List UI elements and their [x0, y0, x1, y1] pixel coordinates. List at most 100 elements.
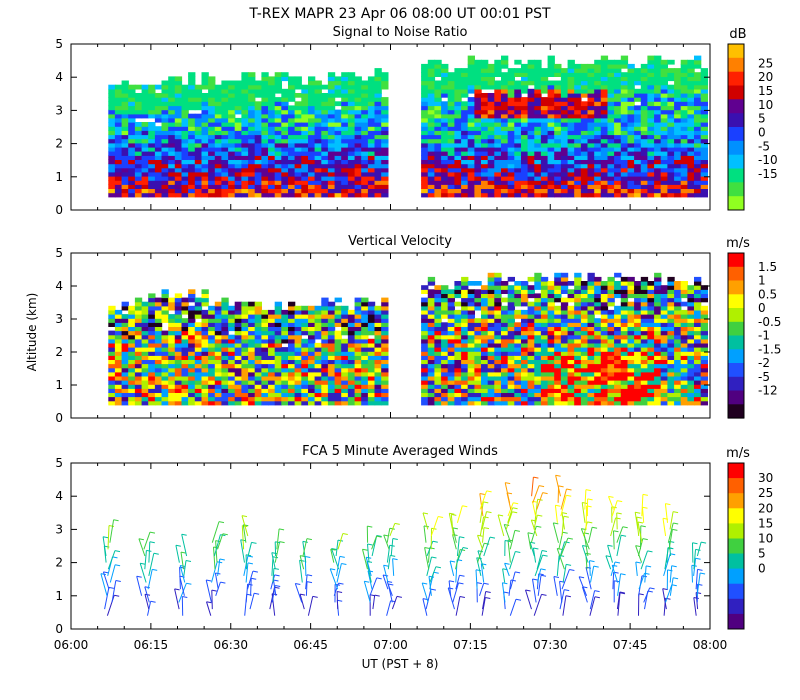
- heatmap-cell: [108, 309, 116, 315]
- heatmap-cell: [454, 134, 462, 140]
- heatmap-cell: [660, 80, 668, 86]
- heatmap-cell: [141, 167, 149, 173]
- heatmap-cell: [321, 142, 329, 148]
- heatmap-cell: [574, 363, 582, 369]
- heatmap-cell: [327, 326, 336, 332]
- heatmap-cell: [208, 318, 216, 323]
- heatmap-cell: [594, 184, 602, 189]
- heatmap-cell: [308, 146, 316, 152]
- heatmap-cell: [327, 76, 336, 82]
- heatmap-cell: [308, 138, 316, 144]
- heatmap-cell: [521, 322, 529, 327]
- heatmap-cell: [441, 122, 449, 127]
- heatmap-cell: [574, 192, 582, 198]
- heatmap-cell: [121, 355, 129, 360]
- heatmap-cell: [567, 155, 575, 160]
- heatmap-cell: [474, 109, 482, 115]
- heatmap-cell: [141, 314, 149, 319]
- heatmap-cell: [181, 347, 189, 352]
- heatmap-cell: [534, 359, 542, 365]
- heatmap-cell: [234, 342, 242, 348]
- heatmap-cell: [674, 68, 682, 73]
- heatmap-cell: [580, 176, 589, 181]
- heatmap-cell: [554, 342, 562, 348]
- heatmap-cell: [560, 363, 569, 369]
- heatmap-cell: [481, 285, 489, 290]
- heatmap-cell: [228, 134, 236, 140]
- heatmap-cell: [234, 318, 242, 323]
- heatmap-cell: [234, 151, 242, 156]
- heatmap-cell: [188, 396, 196, 402]
- heatmap-cell: [640, 363, 649, 369]
- heatmap-cell: [534, 293, 542, 299]
- heatmap-cell: [427, 305, 436, 311]
- heatmap-cell: [427, 93, 436, 98]
- heatmap-cell: [134, 380, 143, 385]
- heatmap-cell: [427, 138, 436, 144]
- heatmap-cell: [647, 171, 655, 177]
- heatmap-cell: [114, 318, 123, 323]
- heatmap-cell: [607, 289, 615, 294]
- heatmap-cell: [514, 384, 522, 389]
- heatmap-cell: [614, 76, 622, 82]
- heatmap-cell: [121, 184, 129, 189]
- heatmap-cell: [680, 126, 688, 131]
- heatmap-cell: [281, 363, 289, 369]
- heatmap-cell: [188, 184, 196, 189]
- heatmap-cell: [334, 93, 342, 98]
- heatmap-cell: [168, 338, 176, 344]
- heatmap-cell: [308, 367, 316, 373]
- heatmap-cell: [540, 105, 549, 111]
- heatmap-cell: [254, 347, 262, 352]
- heatmap-cell: [148, 388, 156, 393]
- heatmap-cell: [154, 180, 163, 185]
- heatmap-cell: [494, 396, 502, 402]
- heatmap-cell: [374, 171, 382, 177]
- heatmap-cell: [228, 163, 236, 169]
- heatmap-cell: [527, 400, 535, 406]
- heatmap-cell: [607, 180, 615, 185]
- heatmap-cell: [481, 126, 489, 131]
- heatmap-cell: [188, 76, 196, 82]
- heatmap-cell: [487, 293, 495, 299]
- heatmap-cell: [547, 281, 555, 286]
- heatmap-cell: [208, 138, 216, 144]
- heatmap-cell: [594, 285, 602, 290]
- heatmap-cell: [540, 113, 549, 119]
- heatmap-cell: [434, 318, 442, 323]
- heatmap-cell: [594, 176, 602, 181]
- heatmap-cell: [367, 134, 376, 140]
- heatmap-cell: [261, 88, 269, 94]
- heatmap-cell: [121, 388, 129, 393]
- heatmap-cell: [447, 155, 455, 160]
- heatmap-cell: [121, 330, 129, 336]
- heatmap-cell: [181, 342, 189, 348]
- heatmap-cell: [374, 380, 382, 385]
- heatmap-cell: [421, 371, 429, 377]
- heatmap-cell: [600, 138, 609, 144]
- heatmap-cell: [674, 151, 682, 156]
- heatmap-cell: [627, 122, 635, 127]
- heatmap-cell: [687, 392, 695, 398]
- heatmap-cell: [620, 351, 629, 356]
- heatmap-cell: [281, 180, 289, 185]
- heatmap-cell: [447, 380, 455, 385]
- heatmap-cell: [527, 59, 535, 65]
- heatmap-cell: [174, 130, 183, 136]
- heatmap-cell: [347, 322, 356, 327]
- heatmap-cell: [501, 188, 509, 194]
- heatmap-cell: [241, 367, 249, 373]
- heatmap-cell: [354, 130, 362, 136]
- heatmap-cell: [248, 400, 256, 406]
- heatmap-cell: [667, 142, 675, 148]
- heatmap-cell: [308, 167, 316, 173]
- heatmap-cell: [481, 117, 489, 123]
- heatmap-cell: [108, 314, 116, 319]
- heatmap-cell: [114, 109, 123, 115]
- heatmap-cell: [694, 314, 702, 319]
- heatmap-cell: [660, 84, 668, 90]
- heatmap-cell: [454, 355, 462, 360]
- heatmap-cell: [268, 184, 276, 189]
- heatmap-cell: [221, 301, 229, 307]
- heatmap-cell: [514, 400, 522, 406]
